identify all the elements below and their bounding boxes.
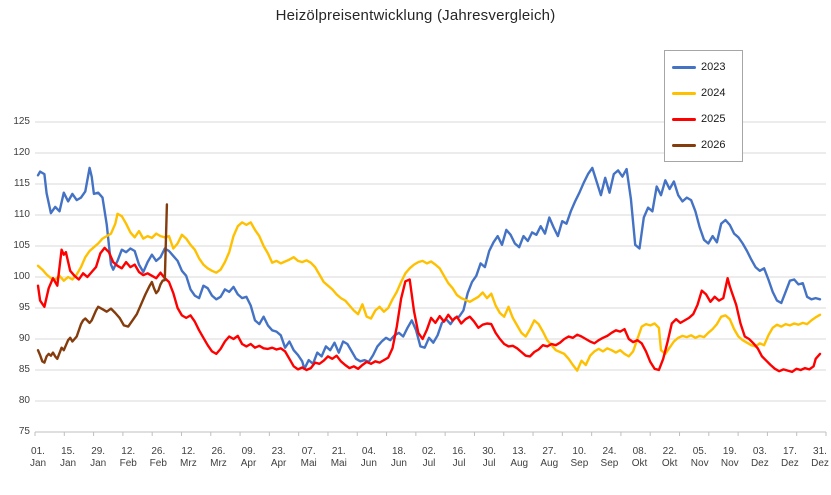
legend-item-2023[interactable]: 2023 [665, 54, 742, 80]
legend-item-2026[interactable]: 2026 [665, 132, 742, 158]
x-tick-label: 02. Jul [422, 446, 436, 469]
y-tick-label: 80 [18, 395, 30, 406]
x-tick-label: 16. Jul [452, 446, 467, 469]
legend-item-2025[interactable]: 2025 [665, 106, 742, 132]
x-tick-label: 10. Sep [570, 446, 589, 469]
y-tick-label: 125 [13, 116, 30, 127]
y-tick-label: 95 [18, 302, 30, 313]
x-tick-label: 05. Nov [690, 446, 709, 469]
x-tick-label: 24. Sep [600, 446, 619, 469]
chart-title: Heizölpreisentwicklung (Jahresvergleich) [275, 7, 556, 24]
x-tick-label: 26. Feb [149, 446, 167, 469]
y-tick-label: 120 [13, 147, 30, 158]
legend-item-2024[interactable]: 2024 [665, 80, 742, 106]
x-tick-label: 18. Jun [390, 446, 407, 469]
x-tick-label: 23. Apr [270, 446, 287, 469]
x-tick-label: 29. Jan [90, 446, 107, 469]
legend-swatch [672, 65, 696, 69]
x-tick-label: 13. Aug [510, 446, 529, 469]
x-tick-label: 12. Mrz [180, 446, 197, 469]
x-tick-label: 27. Aug [540, 446, 559, 469]
y-tick-label: 105 [13, 240, 30, 251]
series-line-2025 [36, 246, 822, 374]
x-tick-label: 22. Okt [661, 446, 678, 469]
legend-label: 2024 [701, 87, 726, 99]
legend-swatch [672, 91, 696, 95]
x-tick-label: 04. Jun [360, 446, 377, 469]
y-tick-label: 100 [13, 271, 30, 282]
legend-label: 2025 [701, 113, 726, 125]
x-tick-label: 12. Feb [119, 446, 137, 469]
y-tick-label: 85 [18, 364, 30, 375]
x-tick-label: 31. Dez [811, 446, 829, 469]
y-tick-label: 110 [14, 209, 30, 220]
x-tick-label: 15. Jan [60, 446, 77, 469]
legend[interactable]: 2023 2024 2025 2026 [664, 50, 743, 162]
x-tick-label: 09. Apr [240, 446, 257, 469]
x-tick-label: 21. Mai [330, 446, 347, 469]
x-tick-label: 08. Okt [631, 446, 648, 469]
series-line-2023 [36, 166, 822, 370]
x-tick-label: 17. Dez [781, 446, 799, 469]
y-tick-label: 90 [18, 333, 30, 344]
x-tick-label: 26. Mrz [210, 446, 227, 469]
y-tick-label: 75 [18, 426, 30, 437]
legend-swatch [672, 143, 696, 147]
series-line-2026 [36, 203, 169, 364]
x-tick-label: 07. Mai [300, 446, 317, 469]
x-tick-label: 03. Dez [750, 446, 769, 469]
x-tick-label: 19. Nov [720, 446, 739, 469]
legend-swatch [672, 117, 696, 121]
x-tick-label: 30. Jul [482, 446, 497, 469]
legend-label: 2023 [701, 61, 726, 73]
x-tick-label: 01. Jan [29, 446, 47, 469]
legend-label: 2026 [701, 139, 726, 151]
y-tick-label: 115 [14, 178, 30, 189]
